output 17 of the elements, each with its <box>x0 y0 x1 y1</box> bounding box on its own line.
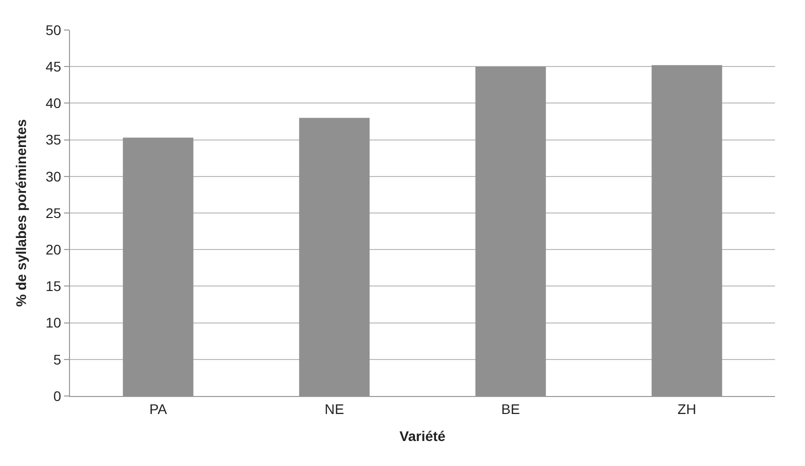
y-tick-label: 5 <box>53 351 62 368</box>
x-axis-title: Variété <box>400 428 446 444</box>
x-tick-label: PA <box>149 400 168 417</box>
y-tick-label: 0 <box>53 388 62 404</box>
y-axis-title: % de syllabes poréminentes <box>13 119 30 307</box>
x-tick-label: NE <box>324 400 344 417</box>
y-tick-label: 35 <box>46 132 62 148</box>
y-tick-label: 50 <box>46 22 62 38</box>
y-tick-label: 10 <box>46 314 62 331</box>
y-tick-label: 25 <box>46 204 62 221</box>
y-tick-label: 20 <box>46 242 62 258</box>
x-tick-label: BE <box>501 400 520 417</box>
x-tick-label: ZH <box>678 400 696 417</box>
y-tick-label: 45 <box>46 58 62 74</box>
y-tick-label: 40 <box>46 95 62 112</box>
y-tick-label: 30 <box>46 168 62 184</box>
y-tick-label: 15 <box>46 278 62 294</box>
